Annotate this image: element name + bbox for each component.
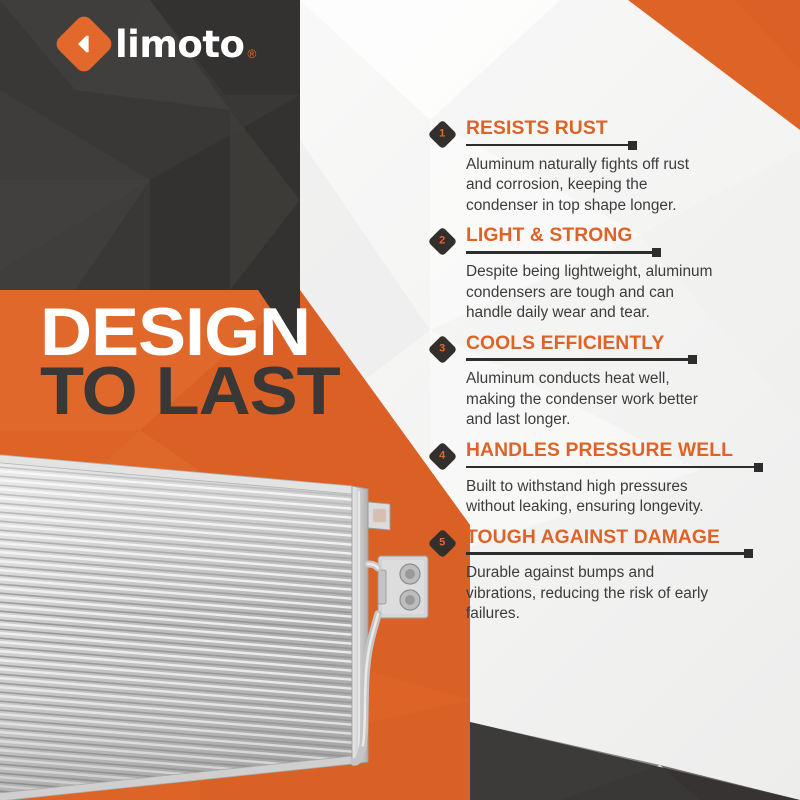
feature-description-line: condenser in top shape longer. bbox=[466, 196, 677, 214]
feature-number: 1 bbox=[439, 128, 446, 140]
logo-text: limoto bbox=[115, 22, 245, 66]
feature-number-badge: 2 bbox=[427, 226, 458, 257]
feature-title: TOUGH AGAINST DAMAGE bbox=[466, 525, 721, 548]
feature-description-line: condensers are tough and can bbox=[466, 283, 674, 301]
feature-rule-end-square bbox=[754, 462, 763, 472]
feature-header: 3 COOLS EFFICIENTLY bbox=[427, 331, 788, 365]
headline-line-1: DESIGN bbox=[40, 294, 311, 370]
feature-description-line: without leaking, ensuring longevity. bbox=[466, 498, 704, 516]
product-image-condenser bbox=[0, 444, 436, 800]
feature-description-line: Built to withstand high pressures bbox=[466, 477, 688, 495]
page-title: DESIGN TO LAST bbox=[40, 298, 341, 425]
feature-header: 4 HANDLES PRESSURE WELL bbox=[427, 438, 788, 472]
feature-description-line: Aluminum conducts heat well, bbox=[466, 370, 670, 388]
feature-title: RESISTS RUST bbox=[466, 117, 608, 139]
feature-description: Aluminum conducts heat well, making the … bbox=[466, 369, 788, 430]
feature-description-line: and corrosion, keeping the bbox=[466, 176, 648, 194]
feature-number: 3 bbox=[439, 342, 446, 355]
feature-rule bbox=[466, 140, 788, 150]
feature-rule-end-square bbox=[688, 355, 697, 365]
feature-rule-end-square bbox=[628, 140, 637, 150]
feature-rule-end-square bbox=[652, 248, 661, 258]
feature-description-line: vibrations, reducing the risk of early bbox=[466, 584, 709, 602]
feature-rule-bar bbox=[466, 358, 688, 361]
feature-description: Built to withstand high pressures withou… bbox=[466, 477, 788, 518]
feature-number-badge: 3 bbox=[427, 334, 458, 364]
feature-rule-bar bbox=[466, 552, 744, 555]
feature-number: 2 bbox=[439, 235, 446, 248]
feature-description-line: Despite being lightweight, aluminum bbox=[466, 263, 713, 281]
feature-item-1: 1 RESISTS RUST Aluminum naturally fights… bbox=[427, 117, 788, 216]
headline-line-2: TO LAST bbox=[40, 353, 341, 430]
feature-number: 4 bbox=[439, 449, 446, 462]
feature-rule bbox=[466, 462, 788, 472]
feature-rule bbox=[466, 355, 788, 365]
feature-item-4: 4 HANDLES PRESSURE WELL Built to withsta… bbox=[427, 438, 788, 518]
feature-number-badge: 4 bbox=[427, 441, 458, 472]
logo-diamond-mark bbox=[52, 12, 116, 76]
chevron-left-icon bbox=[78, 35, 89, 53]
feature-description-line: failures. bbox=[466, 605, 520, 623]
feature-item-5: 5 TOUGH AGAINST DAMAGE Durable against b… bbox=[427, 525, 788, 625]
feature-description: Aluminum naturally fights off rust and c… bbox=[466, 155, 788, 216]
feature-rule-bar bbox=[466, 465, 754, 469]
feature-number: 5 bbox=[439, 536, 446, 549]
feature-description-line: Aluminum naturally fights off rust bbox=[466, 155, 689, 173]
feature-header: 2 LIGHT & STRONG bbox=[427, 224, 788, 258]
feature-rule-end-square bbox=[744, 549, 753, 559]
feature-number-badge: 5 bbox=[427, 528, 458, 558]
brand-logo: limoto ® bbox=[52, 12, 256, 76]
feature-header: 5 TOUGH AGAINST DAMAGE bbox=[427, 525, 788, 559]
feature-title: LIGHT & STRONG bbox=[466, 224, 633, 247]
feature-description: Despite being lightweight, aluminum cond… bbox=[466, 262, 788, 323]
feature-rule-bar bbox=[466, 251, 652, 254]
feature-item-3: 3 COOLS EFFICIENTLY Aluminum conducts he… bbox=[427, 331, 788, 431]
feature-item-2: 2 LIGHT & STRONG Despite being lightweig… bbox=[427, 224, 788, 323]
feature-rule bbox=[466, 248, 788, 258]
feature-description-line: and last longer. bbox=[466, 411, 571, 429]
feature-rule-bar bbox=[466, 143, 628, 147]
feature-description: Durable against bumps and vibrations, re… bbox=[466, 563, 788, 624]
registered-mark: ® bbox=[247, 46, 257, 61]
feature-rule bbox=[466, 549, 788, 559]
feature-number-badge: 1 bbox=[427, 119, 458, 150]
feature-title: COOLS EFFICIENTLY bbox=[466, 331, 665, 354]
feature-description-line: Durable against bumps and bbox=[466, 564, 655, 582]
feature-description-line: handle daily wear and tear. bbox=[466, 304, 650, 322]
feature-header: 1 RESISTS RUST bbox=[427, 117, 788, 150]
logo-wordmark: limoto ® bbox=[115, 26, 256, 63]
feature-title: HANDLES PRESSURE WELL bbox=[466, 438, 734, 461]
feature-description-line: making the condenser work better bbox=[466, 390, 698, 408]
feature-list: 1 RESISTS RUST Aluminum naturally fights… bbox=[427, 117, 788, 634]
